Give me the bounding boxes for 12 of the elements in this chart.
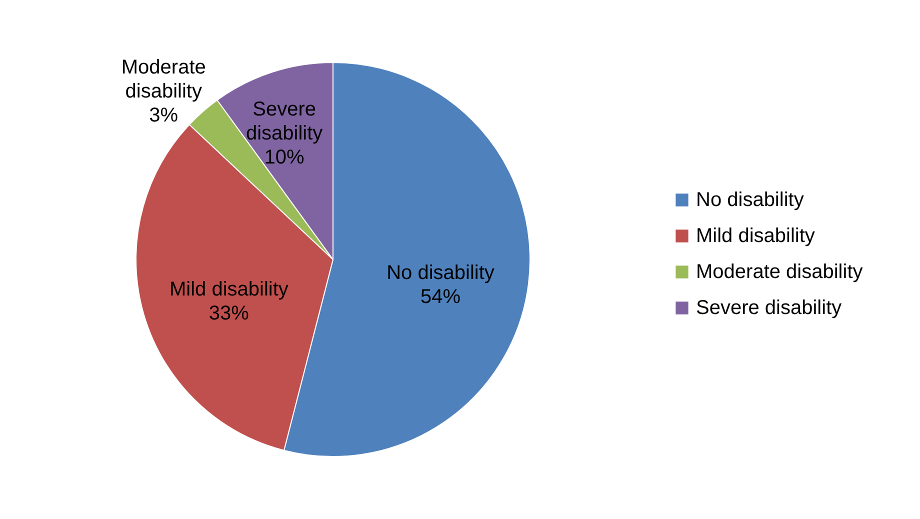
legend-label: Mild disability <box>696 225 815 247</box>
legend-label: Moderate disability <box>696 261 863 283</box>
data-label: 3% <box>149 104 178 126</box>
slice-label: Moderate disability <box>121 56 206 102</box>
legend-label: No disability <box>696 189 804 211</box>
slice-label: No disability <box>386 262 494 284</box>
legend-label: Severe disability <box>696 297 842 319</box>
slice-label: Mild disability <box>169 278 288 301</box>
slice-label: Severe disability <box>246 98 323 145</box>
data-label: 10% <box>264 146 305 169</box>
data-label: 54% <box>420 286 461 308</box>
data-label: 33% <box>208 302 250 325</box>
